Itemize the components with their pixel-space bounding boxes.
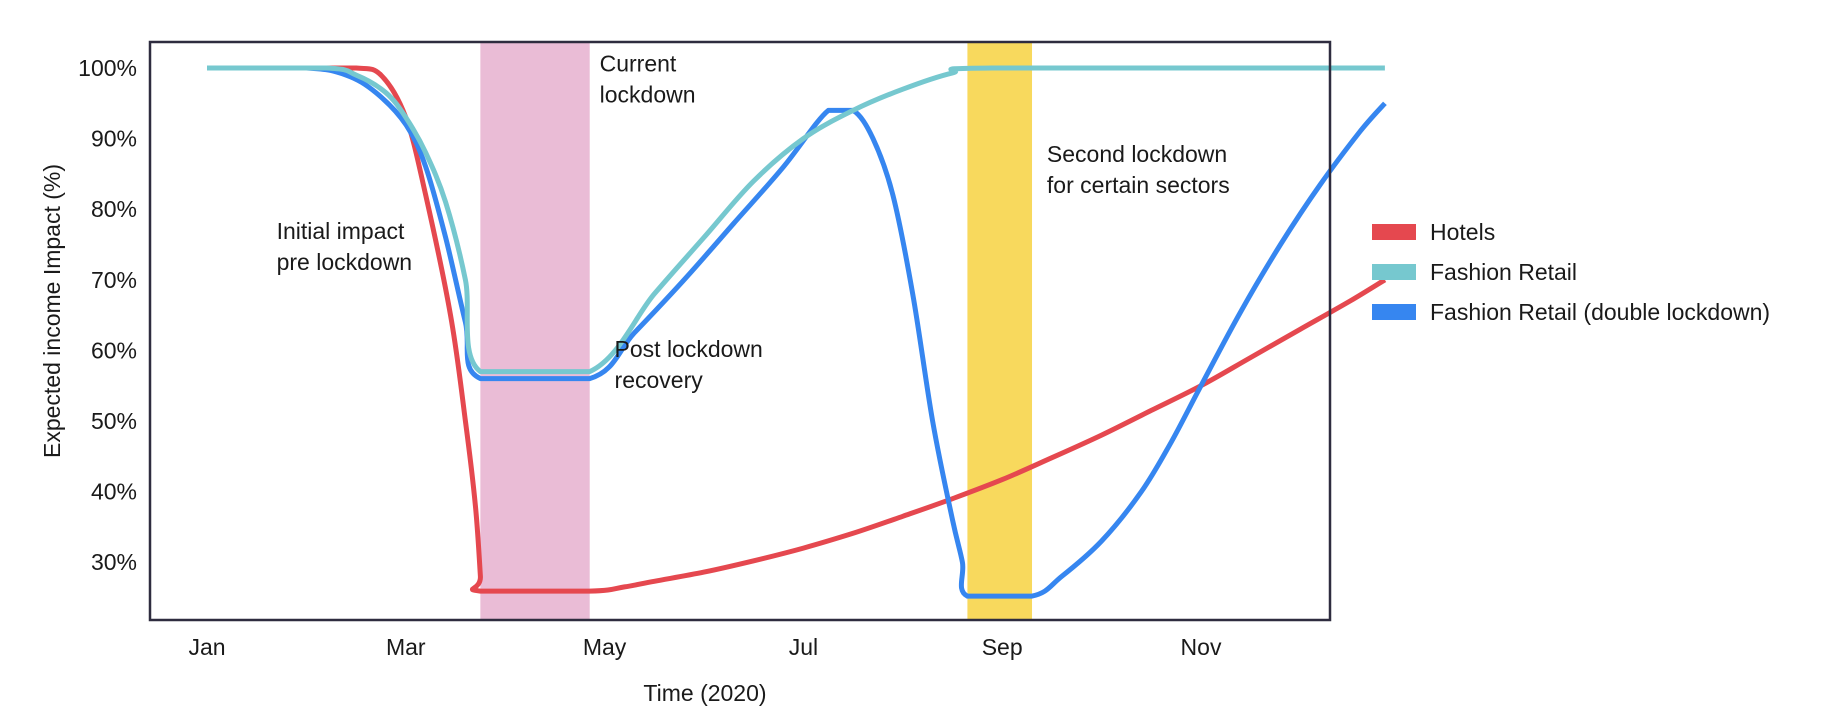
current-lockdown-band bbox=[480, 42, 590, 620]
legend-swatch-hotels bbox=[1372, 224, 1416, 240]
x-tick-label: May bbox=[583, 634, 627, 660]
y-tick-label: 70% bbox=[91, 267, 137, 293]
series-line-hotels bbox=[207, 65, 1387, 594]
series-lines bbox=[207, 65, 1387, 599]
annotation-second-lockdown: Second lockdown for certain sectors bbox=[1047, 141, 1230, 198]
annotation-post-lockdown: Post lockdown recovery bbox=[615, 336, 763, 393]
x-tick-label: Mar bbox=[386, 634, 426, 660]
series-line-fashion-retail bbox=[207, 65, 1385, 375]
y-tick-label: 80% bbox=[91, 196, 137, 222]
y-tick-label: 90% bbox=[91, 126, 137, 152]
y-axis-ticks: 30% 40% 50% 60% 70% 80% 90% 100% bbox=[78, 55, 137, 575]
lockdown-bands bbox=[480, 42, 1033, 620]
x-axis-label: Time (2020) bbox=[643, 680, 766, 706]
x-tick-label: Jan bbox=[188, 634, 225, 660]
x-tick-label: Sep bbox=[982, 634, 1023, 660]
y-axis-label: Expected income Impact (%) bbox=[39, 164, 65, 458]
y-tick-label: 40% bbox=[91, 479, 137, 505]
legend-swatch-fashion-retail bbox=[1372, 264, 1416, 280]
x-tick-label: Jul bbox=[789, 634, 818, 660]
legend-label-fashion-retail-double: Fashion Retail (double lockdown) bbox=[1430, 298, 1771, 325]
y-tick-label: 30% bbox=[91, 549, 137, 575]
legend-swatch-fashion-retail-double bbox=[1372, 304, 1416, 320]
annotation-current-lockdown: Current lockdown bbox=[600, 51, 696, 108]
annotations: Current lockdown Second lockdown for certai… bbox=[277, 51, 1230, 393]
y-tick-label: 50% bbox=[91, 408, 137, 434]
series-line-fashion-retail-double bbox=[207, 65, 1387, 599]
plot-frame bbox=[148, 40, 1332, 622]
x-tick-label: Nov bbox=[1181, 634, 1222, 660]
x-axis-ticks: Jan Mar May Jul Sep Nov bbox=[188, 634, 1221, 660]
legend-item-fashion-retail: Fashion Retail bbox=[1372, 252, 1770, 292]
legend-label-hotels: Hotels bbox=[1430, 218, 1496, 245]
y-tick-label: 100% bbox=[78, 55, 137, 81]
second-lockdown-band bbox=[967, 42, 1033, 620]
legend: Hotels Fashion Retail Fashion Retail (do… bbox=[1372, 212, 1770, 332]
legend-item-fashion-retail-double: Fashion Retail (double lockdown) bbox=[1372, 292, 1770, 332]
legend-item-hotels: Hotels bbox=[1372, 212, 1770, 252]
annotation-initial-impact: Initial impact pre lockdown bbox=[277, 218, 413, 275]
legend-label-fashion-retail: Fashion Retail bbox=[1430, 258, 1578, 285]
y-tick-label: 60% bbox=[91, 337, 137, 363]
